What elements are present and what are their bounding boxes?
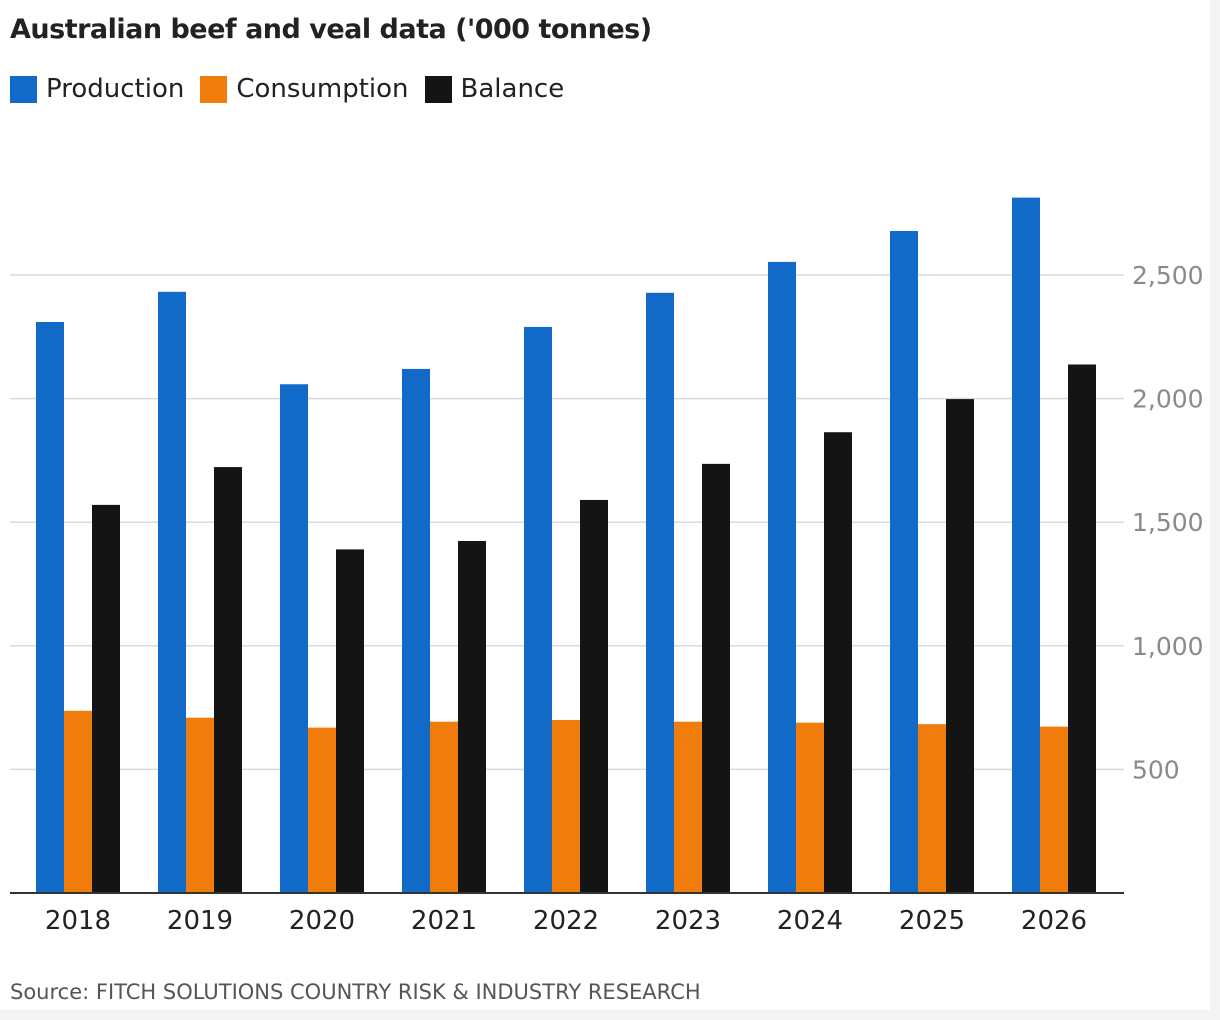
bar-balance-2018: [92, 504, 120, 893]
bar-production-2023: [646, 292, 674, 893]
bar-balance-2019: [214, 467, 242, 893]
bar-chart: 500 1,000 1,500 2,000 2,500 2018 2019 2020 2021 2…: [10, 197, 1204, 936]
legend-swatch-balance: [424, 75, 452, 103]
legend-label-balance: Balance: [460, 74, 565, 104]
x-tick-label: 2021: [411, 906, 477, 936]
legend-item-consumption: Consumption: [200, 74, 409, 104]
bar-consumption-2019: [186, 717, 214, 893]
y-tick-label: 2,500: [1132, 261, 1204, 290]
bar-balance-2024: [824, 432, 852, 893]
bar-production-2019: [158, 291, 186, 894]
bar-balance-2020: [336, 549, 364, 893]
x-tick-label: 2019: [167, 906, 233, 936]
bar-consumption-2022: [552, 719, 580, 893]
x-tick-label: 2024: [777, 906, 843, 936]
bar-consumption-2018: [64, 710, 92, 893]
bar-balance-2026: [1068, 364, 1096, 893]
y-tick-label: 2,000: [1132, 385, 1204, 414]
bar-production-2026: [1012, 197, 1040, 893]
bar-balance-2022: [580, 499, 608, 893]
y-tick-label: 1,500: [1132, 508, 1204, 537]
bar-consumption-2026: [1040, 726, 1068, 893]
x-tick-label: 2023: [655, 906, 721, 936]
bar-balance-2025: [946, 399, 974, 893]
bar-production-2021: [402, 368, 430, 893]
bar-production-2024: [768, 261, 796, 893]
bar-production-2018: [36, 321, 64, 893]
bar-balance-2023: [702, 463, 730, 893]
chart-legend: Production Consumption Balance: [10, 74, 580, 104]
bar-balance-2021: [458, 540, 486, 893]
legend-item-balance: Balance: [424, 74, 565, 104]
bar-consumption-2025: [918, 724, 946, 893]
x-tick-label: 2026: [1021, 906, 1087, 936]
bar-consumption-2024: [796, 722, 824, 893]
legend-label-consumption: Consumption: [236, 74, 409, 104]
x-tick-label: 2025: [899, 906, 965, 936]
legend-item-production: Production: [10, 74, 184, 104]
bar-consumption-2023: [674, 721, 702, 893]
source-note: Source: FITCH SOLUTIONS COUNTRY RISK & I…: [10, 980, 701, 1004]
chart-title: Australian beef and veal data ('000 tonn…: [10, 14, 652, 45]
y-tick-label: 500: [1132, 755, 1180, 784]
bar-consumption-2021: [430, 721, 458, 893]
bar-production-2022: [524, 326, 552, 893]
bar-production-2025: [890, 230, 918, 893]
bar-production-2020: [280, 384, 308, 893]
x-tick-label: 2022: [533, 906, 599, 936]
legend-swatch-consumption: [200, 75, 228, 103]
y-tick-label: 1,000: [1132, 632, 1204, 661]
legend-swatch-production: [10, 75, 37, 103]
x-tick-label: 2020: [289, 906, 355, 936]
bar-consumption-2020: [308, 727, 336, 893]
x-tick-label: 2018: [45, 906, 111, 936]
legend-label-production: Production: [46, 74, 185, 104]
